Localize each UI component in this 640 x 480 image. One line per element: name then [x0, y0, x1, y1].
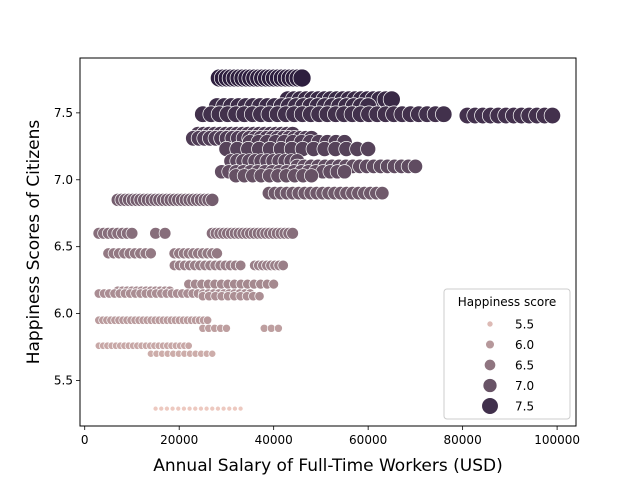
data-point [215, 405, 221, 412]
legend-marker [486, 320, 494, 328]
data-point [543, 106, 561, 125]
legend: Happiness score 5.5 6.0 6.5 7.0 7.5 [443, 288, 571, 420]
legend-marker [485, 339, 495, 350]
x-tick-label: 60000 [349, 433, 387, 447]
data-point [382, 90, 401, 109]
data-point [273, 323, 283, 333]
data-point [304, 168, 319, 184]
plot-frame [79, 57, 577, 427]
data-point [144, 247, 157, 260]
data-point [234, 259, 247, 272]
data-point [181, 405, 187, 412]
data-point [211, 247, 223, 260]
legend-marker [483, 358, 497, 372]
data-point [184, 341, 193, 350]
data-point [220, 405, 227, 412]
x-axis: 0 20000 40000 60000 80000 100000 [81, 426, 580, 447]
x-axis-label: Annual Salary of Full-Time Workers (USD) [153, 456, 502, 476]
data-point [226, 405, 233, 412]
data-points [92, 68, 561, 412]
y-tick-label: 7.5 [54, 106, 73, 120]
legend-marker [482, 378, 498, 393]
y-axis-label: Happiness Scores of Citizens [24, 120, 44, 365]
data-point [198, 405, 204, 412]
data-point [164, 405, 170, 412]
legend-title: Happiness score [458, 295, 557, 309]
data-point [192, 405, 199, 412]
data-point [337, 164, 353, 180]
data-point [152, 405, 159, 412]
legend-label: 5.5 [515, 318, 534, 332]
data-point [169, 405, 176, 412]
y-tick-label: 6.0 [54, 307, 73, 321]
legend-label: 6.5 [515, 359, 534, 373]
data-point [375, 186, 390, 201]
legend-label: 7.0 [515, 379, 534, 393]
y-tick-label: 7.0 [54, 173, 73, 187]
data-point [360, 141, 377, 157]
data-point [125, 227, 139, 240]
data-point [202, 315, 213, 325]
data-point [158, 227, 172, 240]
data-point [254, 291, 265, 302]
data-point [208, 349, 217, 358]
data-point [205, 192, 220, 207]
legend-label: 7.5 [515, 400, 534, 414]
data-point [286, 227, 299, 240]
x-tick-label: 80000 [444, 433, 482, 447]
x-tick-label: 40000 [255, 433, 293, 447]
data-point [407, 158, 424, 175]
data-point [175, 405, 182, 412]
x-tick-label: 100000 [534, 433, 580, 447]
data-point [268, 278, 279, 290]
x-tick-label: 0 [81, 433, 89, 447]
data-point [232, 405, 238, 412]
data-point [222, 323, 231, 333]
data-point [158, 405, 165, 412]
data-point [277, 259, 289, 272]
data-point [237, 405, 244, 412]
legend-frame [443, 288, 571, 420]
y-tick-label: 6.5 [54, 240, 73, 254]
data-point [203, 405, 210, 412]
legend-label: 6.0 [515, 338, 534, 352]
x-tick-label: 20000 [160, 433, 198, 447]
y-axis: 5.5 6.0 6.5 7.0 7.5 [54, 106, 80, 388]
y-tick-label: 5.5 [54, 374, 73, 388]
data-point [186, 405, 193, 412]
legend-marker [481, 397, 499, 415]
data-point [292, 68, 312, 88]
data-point [209, 405, 216, 412]
data-point [435, 105, 453, 123]
